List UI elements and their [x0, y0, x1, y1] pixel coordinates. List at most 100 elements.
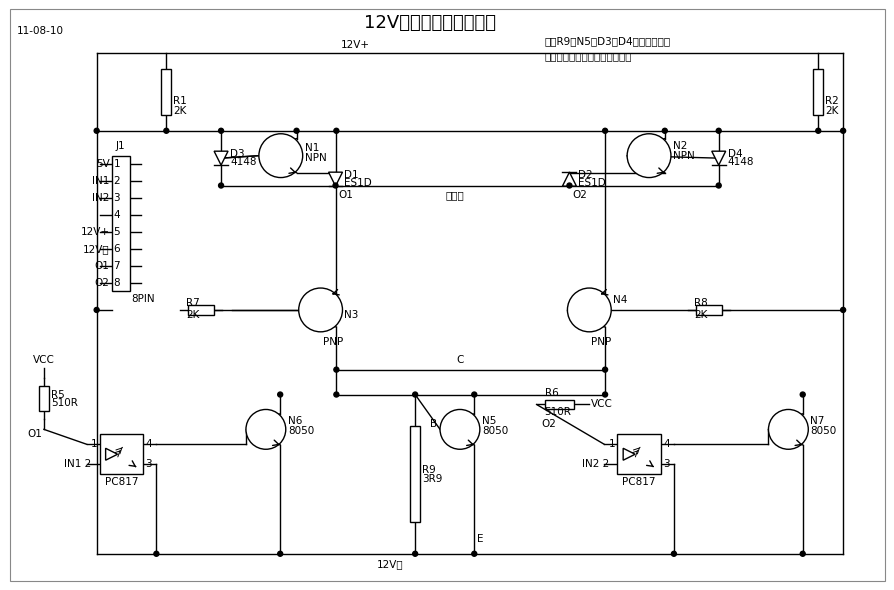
Circle shape: [602, 367, 607, 372]
Text: VCC: VCC: [591, 399, 612, 409]
Bar: [813, 68, 822, 115]
Circle shape: [566, 183, 571, 188]
Text: 510R: 510R: [544, 408, 570, 418]
Circle shape: [715, 128, 721, 133]
Text: 1: 1: [608, 440, 614, 450]
Text: J1: J1: [115, 140, 125, 150]
Text: R2: R2: [824, 96, 838, 106]
Circle shape: [277, 551, 283, 556]
Text: 4148: 4148: [727, 157, 754, 167]
Text: 8050: 8050: [809, 427, 836, 437]
Polygon shape: [622, 448, 635, 460]
Text: 12V地: 12V地: [83, 244, 109, 254]
Text: 4: 4: [662, 440, 669, 450]
Text: 2K: 2K: [173, 106, 187, 116]
Circle shape: [471, 551, 477, 556]
Text: 接电机: 接电机: [445, 191, 464, 201]
Circle shape: [258, 134, 302, 178]
Text: 3R9: 3R9: [422, 474, 442, 484]
Bar: [409, 427, 419, 522]
Text: 2: 2: [114, 176, 120, 186]
Text: PC817: PC817: [621, 477, 655, 487]
Text: IN2: IN2: [92, 193, 109, 203]
Circle shape: [440, 409, 479, 449]
Text: VCC: VCC: [33, 355, 55, 365]
Text: 4: 4: [145, 440, 152, 450]
Text: N5: N5: [481, 417, 495, 427]
Polygon shape: [105, 448, 117, 460]
Text: N1: N1: [304, 143, 318, 153]
Text: 8050: 8050: [288, 427, 314, 437]
Text: N6: N6: [288, 417, 302, 427]
Bar: [188, 305, 214, 315]
Text: O2: O2: [541, 419, 556, 430]
Text: 4148: 4148: [230, 157, 257, 167]
Circle shape: [768, 409, 807, 449]
Text: D4: D4: [727, 149, 741, 159]
Text: 在电机堵转或外部短路时作用。: 在电机堵转或外部短路时作用。: [544, 51, 631, 61]
Text: E: E: [477, 534, 484, 544]
Text: R8: R8: [693, 298, 707, 308]
Text: 7: 7: [114, 261, 120, 271]
Circle shape: [218, 128, 224, 133]
Text: 1: 1: [91, 440, 97, 450]
Text: ES1D: ES1D: [578, 178, 605, 188]
Text: 2K: 2K: [186, 310, 199, 320]
Circle shape: [670, 551, 676, 556]
Text: R9: R9: [422, 465, 435, 475]
Text: 3: 3: [114, 193, 120, 203]
Text: O1: O1: [338, 191, 353, 201]
Bar: [112, 156, 130, 291]
Circle shape: [715, 183, 721, 188]
Circle shape: [412, 551, 417, 556]
Circle shape: [333, 128, 339, 133]
Circle shape: [154, 551, 159, 556]
Polygon shape: [711, 151, 725, 165]
Bar: [99, 434, 143, 474]
Text: R7: R7: [186, 298, 199, 308]
Text: D2: D2: [578, 170, 593, 180]
Bar: [161, 68, 171, 115]
Text: O2: O2: [95, 277, 109, 287]
Circle shape: [814, 128, 820, 133]
Circle shape: [277, 392, 283, 397]
Text: N2: N2: [672, 140, 687, 150]
Circle shape: [294, 128, 299, 133]
Text: R1: R1: [173, 96, 187, 106]
Polygon shape: [561, 172, 576, 186]
Text: C: C: [456, 355, 463, 365]
Circle shape: [333, 367, 339, 372]
Circle shape: [218, 183, 224, 188]
Text: N7: N7: [809, 417, 823, 427]
Text: N4: N4: [612, 295, 627, 305]
Text: NPN: NPN: [672, 150, 694, 160]
Text: NPN: NPN: [304, 153, 326, 163]
Circle shape: [627, 134, 670, 178]
Bar: [544, 399, 574, 409]
Text: 8PIN: 8PIN: [131, 294, 155, 304]
Text: IN2 2: IN2 2: [581, 459, 609, 469]
Text: PNP: PNP: [322, 337, 342, 347]
Text: 510R: 510R: [51, 398, 78, 408]
Text: R6: R6: [544, 388, 558, 398]
Text: IN1: IN1: [92, 176, 109, 186]
Circle shape: [333, 392, 339, 397]
Text: 4: 4: [114, 210, 120, 220]
Polygon shape: [214, 151, 228, 165]
Circle shape: [839, 307, 845, 313]
Text: 12V地: 12V地: [376, 559, 403, 569]
Text: 12V+: 12V+: [80, 227, 109, 237]
Text: D1: D1: [344, 170, 358, 180]
Text: 3: 3: [145, 459, 152, 469]
Text: 5V: 5V: [96, 159, 109, 169]
Bar: [39, 386, 49, 411]
Circle shape: [471, 392, 477, 397]
Text: 8: 8: [114, 277, 120, 287]
Circle shape: [799, 551, 805, 556]
Text: O1: O1: [27, 430, 42, 440]
Text: O1: O1: [95, 261, 109, 271]
Circle shape: [412, 392, 417, 397]
Text: N3: N3: [344, 310, 358, 320]
Bar: [617, 434, 661, 474]
Text: D3: D3: [230, 149, 244, 159]
